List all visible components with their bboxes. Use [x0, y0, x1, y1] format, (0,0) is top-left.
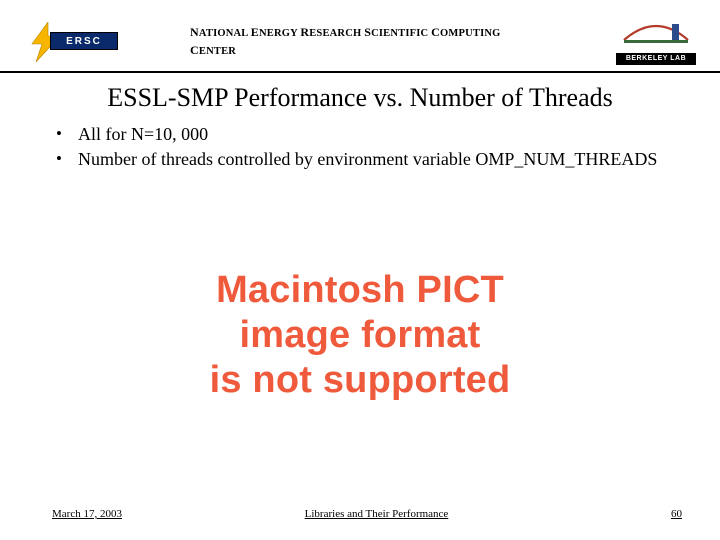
page-number: 60 — [671, 508, 682, 520]
list-item: Number of threads controlled by environm… — [56, 148, 690, 171]
footer-title: Libraries and Their Performance — [305, 508, 449, 520]
footer: March 17, 2003 Libraries and Their Perfo… — [0, 508, 720, 520]
berkeley-lab-badge: BERKELEY LAB — [616, 53, 696, 65]
pict-line: image format — [239, 314, 480, 356]
nersc-logo: ERSC — [20, 26, 120, 58]
header: ERSC NATIONAL ENERGY RESEARCH SCIENTIFIC… — [0, 0, 720, 73]
pict-line: is not supported — [210, 359, 511, 401]
pict-unsupported-message: Macintosh PICT image format is not suppo… — [0, 268, 720, 402]
page-title: ESSL-SMP Performance vs. Number of Threa… — [30, 83, 690, 113]
pict-line: Macintosh PICT — [216, 269, 504, 311]
lab-building-icon — [620, 18, 692, 46]
bullet-list: All for N=10, 000 Number of threads cont… — [56, 123, 690, 171]
ersc-text: ERSC — [50, 32, 118, 50]
berkeley-lab-logo: BERKELEY LAB — [612, 18, 700, 65]
org-name: NATIONAL ENERGY RESEARCH SCIENTIFIC COMP… — [190, 24, 612, 58]
list-item: All for N=10, 000 — [56, 123, 690, 146]
footer-date: March 17, 2003 — [52, 508, 122, 520]
